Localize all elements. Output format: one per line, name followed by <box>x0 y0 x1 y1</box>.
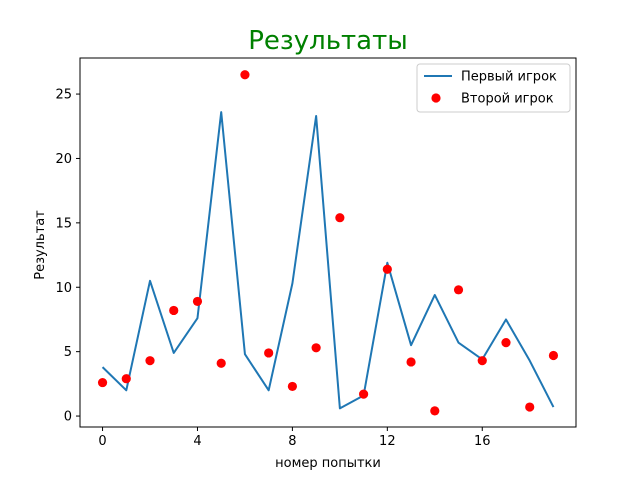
y-tick-label: 15 <box>55 216 72 231</box>
legend-marker-swatch <box>431 93 441 103</box>
axes: 0 4 8 12 16 0 5 10 15 20 25 <box>55 57 577 449</box>
x-tick-label: 0 <box>98 434 106 449</box>
scatter-point-second-player <box>406 357 416 367</box>
y-axis-label: Результат <box>33 210 48 280</box>
y-tick-label: 10 <box>55 281 72 296</box>
y-tick-label: 5 <box>64 345 72 360</box>
y-tick-label: 0 <box>64 410 72 425</box>
legend-label: Первый игрок <box>461 70 557 85</box>
scatter-point-second-player <box>264 348 274 358</box>
scatter-point-second-player <box>501 338 511 348</box>
legend-label: Второй игрок <box>461 92 554 107</box>
legend-box <box>416 63 571 113</box>
scatter-point-second-player <box>287 381 297 392</box>
scatter-point-second-player <box>453 285 464 295</box>
scatter-point-second-player <box>121 374 131 384</box>
x-tick-label: 12 <box>379 434 396 449</box>
x-tick-label: 4 <box>193 434 201 449</box>
scatter-point-second-player <box>477 356 487 366</box>
y-tick-label: 20 <box>55 152 72 167</box>
scatter-point-second-player <box>548 350 559 361</box>
x-tick-label: 8 <box>288 434 296 449</box>
scatter-point-second-player <box>335 213 345 223</box>
scatter-point-second-player <box>240 70 250 80</box>
x-tick-label: 16 <box>474 434 491 449</box>
scatter-point-second-player <box>145 356 155 366</box>
chart-title: Результаты <box>248 26 408 56</box>
scatter-point-second-player <box>97 377 108 388</box>
series-line-first-player <box>101 111 555 410</box>
y-tick-label: 25 <box>55 88 72 103</box>
scatter-point-second-player <box>216 358 226 368</box>
x-axis-label: номер попытки <box>275 456 381 471</box>
scatter-point-second-player <box>359 389 369 399</box>
axes-frame <box>79 57 577 428</box>
plot-area <box>97 70 559 416</box>
legend: Первый игрок Второй игрок <box>416 63 571 113</box>
scatter-point-second-player <box>169 305 179 316</box>
scatter-point-second-player <box>525 402 535 412</box>
scatter-point-second-player <box>311 343 321 353</box>
scatter-point-second-player <box>192 296 203 307</box>
scatter-point-second-player <box>382 264 392 274</box>
scatter-point-second-player <box>430 406 440 416</box>
